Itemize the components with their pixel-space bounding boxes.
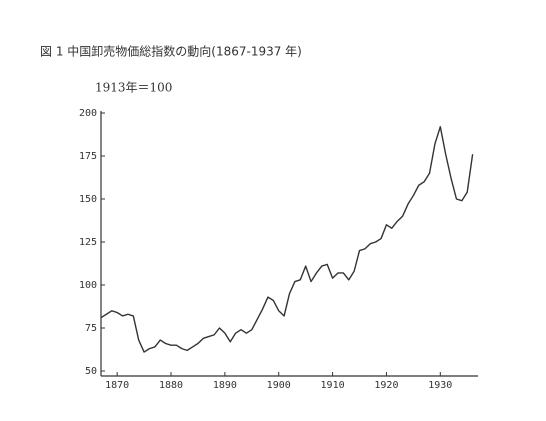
- y-tick-label: 100: [79, 280, 97, 291]
- x-tick-label: 1920: [374, 380, 398, 391]
- y-tick-label: 175: [79, 151, 97, 162]
- y-tick-label: 150: [79, 194, 97, 205]
- chart-subtitle: 1913年＝100: [95, 81, 172, 95]
- x-tick-label: 1900: [267, 380, 291, 391]
- x-tick-label: 1930: [428, 380, 452, 391]
- x-tick-label: 1890: [213, 380, 237, 391]
- chart-title: 図 1 中国卸売物価総指数の動向(1867-1937 年): [40, 44, 302, 59]
- x-tick-label: 1870: [105, 380, 129, 391]
- y-tick-label: 50: [85, 366, 97, 377]
- data-line: [100, 126, 474, 353]
- y-tick-label: 200: [79, 108, 97, 119]
- x-tick-label: 1880: [159, 380, 183, 391]
- y-tick-label: 125: [79, 237, 97, 248]
- x-tick-label: 1910: [321, 380, 345, 391]
- y-tick-label: 75: [85, 323, 97, 334]
